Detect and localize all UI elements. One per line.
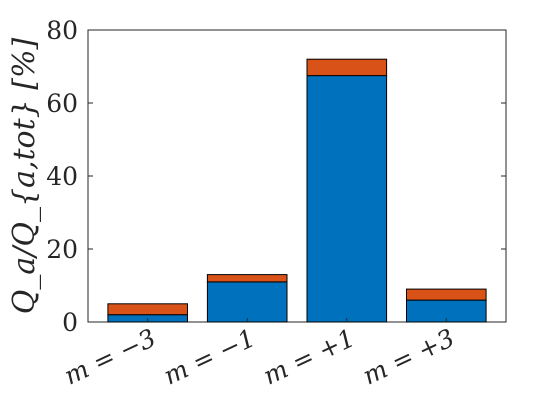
y-axis-ticks: 0 20 40 60 80 bbox=[46, 16, 506, 337]
plot-area bbox=[87, 29, 507, 323]
bar-series1-cat3 bbox=[306, 75, 388, 323]
y-tick-label: 80 bbox=[46, 16, 78, 45]
x-tick-label: m = +1 bbox=[259, 323, 360, 390]
y-tick-label: 20 bbox=[46, 235, 78, 264]
y-tick-label: 60 bbox=[46, 89, 78, 118]
bar-series2-cat4 bbox=[406, 288, 487, 301]
y-axis-label: Q_a/Q_{a,tot} [%] bbox=[7, 38, 42, 315]
bar-series2-cat3 bbox=[306, 58, 388, 77]
y-tick-label: 0 bbox=[62, 308, 78, 337]
bar-series2-cat1 bbox=[107, 303, 188, 316]
x-tick-label: m = −1 bbox=[159, 323, 260, 390]
x-axis-labels: m = −3m = −1 m = +1m = +3 bbox=[60, 318, 459, 391]
x-tick-label: m = +3 bbox=[358, 323, 459, 390]
y-tick-label: 40 bbox=[46, 162, 78, 191]
bar-series1-cat2 bbox=[206, 281, 288, 323]
bar-series2-cat2 bbox=[206, 274, 288, 283]
bars-group bbox=[107, 58, 487, 323]
